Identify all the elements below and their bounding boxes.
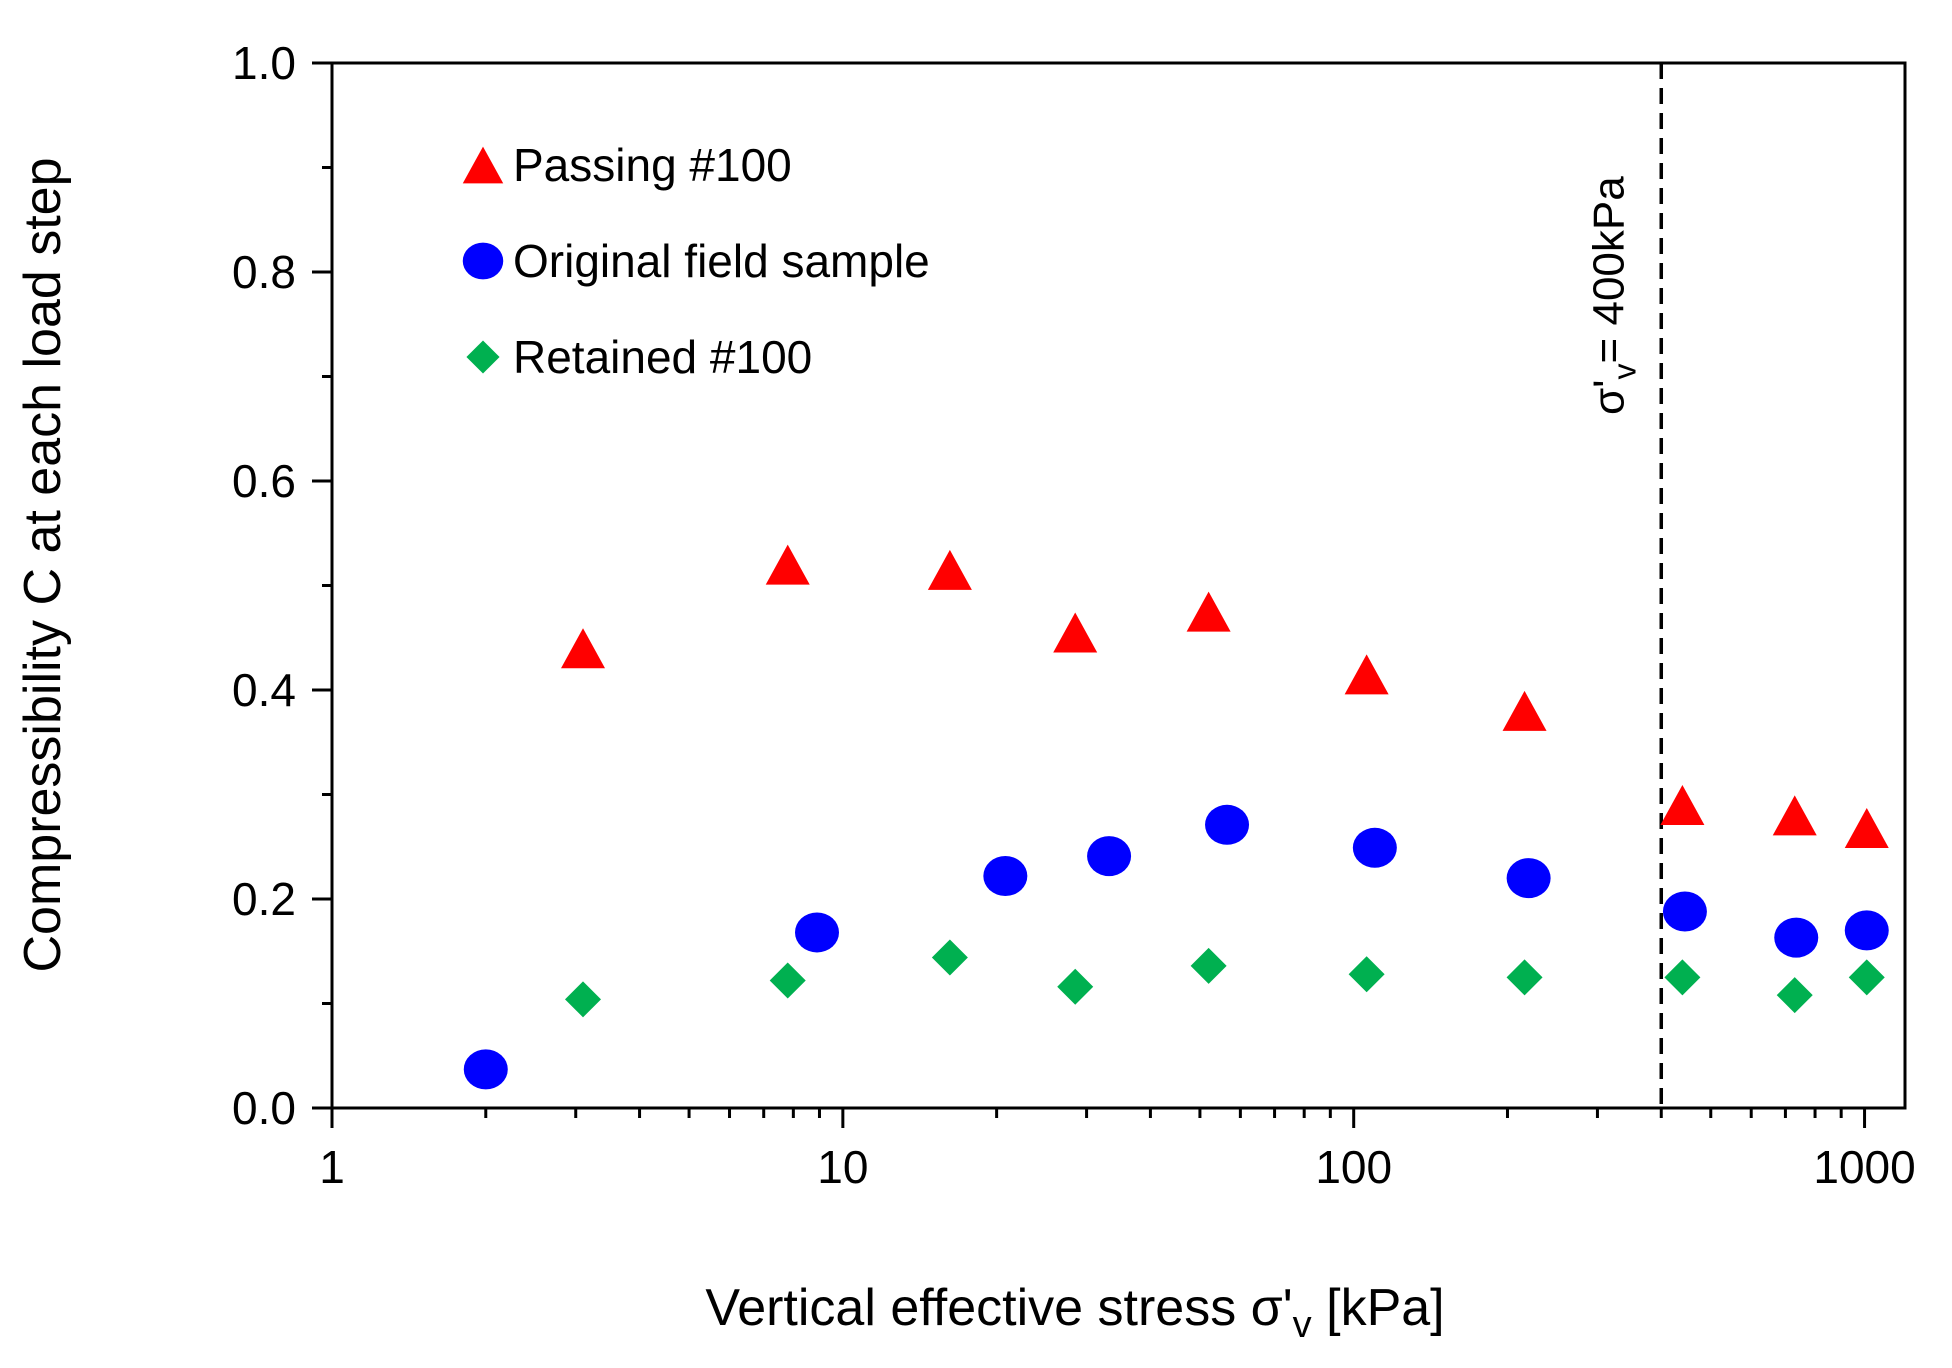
original-field-sample-point: [1506, 858, 1551, 899]
legend-label-retained-100: Retained #100: [513, 331, 812, 383]
stress-400-label-main: σ': [1584, 379, 1633, 415]
original-field-sample-point: [794, 912, 839, 953]
passing-100-point: [1186, 591, 1231, 632]
passing-100-point: [1660, 784, 1705, 825]
annotation: σ'v= 400kPa: [1584, 63, 1664, 1108]
legend: Passing #100 Original field sample Retaine…: [462, 139, 930, 383]
original-field-sample-point: [1844, 910, 1889, 951]
retained-100-point: [1776, 977, 1813, 1014]
x-tick-label: 10: [817, 1141, 868, 1193]
y-axis-title: Compressibility C at each load step: [14, 157, 72, 972]
stress-400-label: σ'v= 400kPa: [1584, 176, 1642, 415]
stress-400-label-tail: = 400kPa: [1584, 176, 1633, 364]
stress-400-label-sub: v: [1606, 363, 1642, 379]
passing-100-point: [1844, 807, 1889, 848]
retained-100-point: [1348, 956, 1385, 993]
x-tick-label: 100: [1315, 1141, 1392, 1193]
original-field-sample-point: [1352, 827, 1397, 868]
legend-marker-original-field-sample: [462, 242, 504, 280]
passing-100-point: [1502, 690, 1547, 731]
y-tick-label: 1.0: [232, 37, 296, 89]
legend-label-passing-100: Passing #100: [513, 139, 792, 191]
y-tick-label: 0.2: [232, 873, 296, 925]
x-axis: 1 10 100 1000: [319, 1108, 1916, 1193]
passing-100-point: [1053, 612, 1098, 653]
y-tick-label: 0.8: [232, 246, 296, 298]
series-original-field-sample: [463, 804, 1889, 1090]
x-tick-label: 1000: [1813, 1141, 1915, 1193]
x-axis-title: Vertical effective stress σ'v [kPa]: [705, 1279, 1444, 1346]
series-layer: [463, 544, 1889, 1090]
retained-100-point: [565, 981, 602, 1018]
original-field-sample-point: [1087, 836, 1132, 877]
original-field-sample-point: [1205, 804, 1250, 845]
legend-marker-retained-100: [466, 340, 500, 374]
series-passing-100: [561, 544, 1889, 848]
y-tick-label: 0.6: [232, 455, 296, 507]
passing-100-point: [1772, 795, 1817, 836]
passing-100-point: [765, 544, 810, 585]
series-retained-100: [565, 939, 1885, 1018]
x-tick-label: 1: [319, 1141, 345, 1193]
retained-100-point: [1506, 959, 1543, 996]
passing-100-point: [561, 628, 606, 669]
original-field-sample-point: [463, 1049, 508, 1090]
original-field-sample-point: [1662, 891, 1707, 932]
y-tick-label: 0.4: [232, 664, 296, 716]
retained-100-point: [1190, 947, 1227, 984]
retained-100-point: [1664, 959, 1701, 996]
original-field-sample-point: [1774, 917, 1819, 958]
passing-100-point: [927, 549, 972, 590]
retained-100-point: [1848, 959, 1885, 996]
y-tick-label: 0.0: [232, 1082, 296, 1134]
retained-100-point: [931, 939, 968, 976]
retained-100-point: [769, 962, 806, 999]
original-field-sample-point: [983, 856, 1028, 897]
retained-100-point: [1057, 968, 1094, 1005]
legend-marker-passing-100: [462, 146, 504, 184]
y-axis: 0.0 0.2 0.4 0.6 0.8 1.0: [232, 37, 332, 1134]
legend-label-original-field-sample: Original field sample: [513, 235, 930, 287]
passing-100-point: [1344, 654, 1389, 695]
